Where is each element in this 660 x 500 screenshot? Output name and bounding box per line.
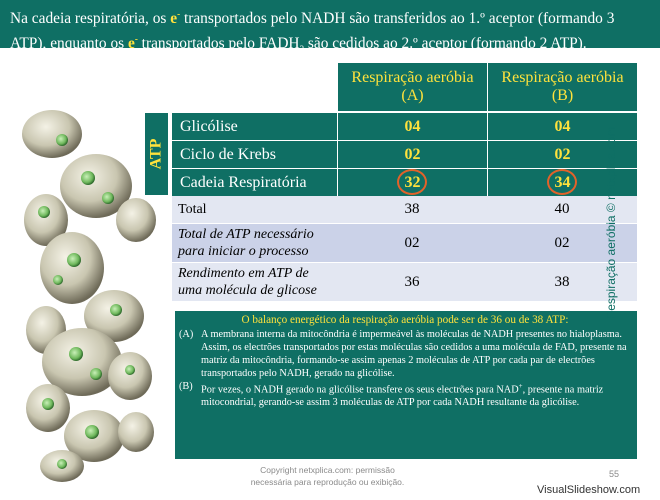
row-label-total: Total <box>172 196 337 223</box>
banner-text-4: são cedidos ao 2.º aceptor (formando 2 A… <box>304 35 587 53</box>
electron-charge-2: - <box>134 34 138 45</box>
note-item-b-text: Por vezes, o NADH gerado na glicólise tr… <box>201 380 631 409</box>
page-number: 55 <box>609 469 620 479</box>
column-header-a-line-2: (A) <box>401 87 424 104</box>
atp-yield-value-b: 38 <box>487 263 637 301</box>
note-item-a: (A) A membrana interna da mitocôndria é … <box>179 328 631 380</box>
atp-needed-value-b: 02 <box>487 224 637 262</box>
glicolise-value-b: 04 <box>487 113 637 140</box>
side-credit: Respiração aeróbia © netxplica.com <box>604 126 618 320</box>
krebs-value-a: 02 <box>337 141 487 168</box>
atp-balance-table: Respiração aeróbia (A) Respiração aeróbi… <box>172 63 637 301</box>
note-item-a-key: (A) <box>179 329 194 340</box>
banner-text-3: transportados pelo FADH <box>137 35 300 53</box>
note-item-b: (B) Por vezes, o NADH gerado na glicólis… <box>179 380 631 409</box>
column-header-b-line-1: Respiração aeróbia <box>501 69 624 86</box>
note-item-b-text-2: , presente na matriz mitocondrial, geran… <box>201 384 604 409</box>
krebs-value-b: 02 <box>487 141 637 168</box>
nad-charge: + <box>518 382 523 390</box>
row-label-glicolise: Glicólise <box>172 113 337 140</box>
note-title: O balanço energético da respiração aerób… <box>241 314 569 326</box>
atp-yield-value-a: 36 <box>337 263 487 301</box>
glicolise-value-a: 04 <box>337 113 487 140</box>
highlight-ring-a <box>397 169 427 195</box>
banner-text-2: transportados pelo NADH são transferidos… <box>10 10 615 53</box>
watermark: VisualSlideshow.com <box>537 484 641 496</box>
highlight-ring-b <box>547 169 577 195</box>
copyright-line-1: Copyright netxplica.com: permissão <box>260 465 395 475</box>
table-divider <box>172 140 637 141</box>
electron-symbol-1: e <box>170 10 178 28</box>
total-value-b: 40 <box>487 196 637 223</box>
total-value-a: 38 <box>337 196 487 223</box>
fadh-subscript: 2 <box>299 44 305 55</box>
column-header-a-line-1: Respiração aeróbia <box>351 69 474 86</box>
atp-needed-value-a: 02 <box>337 224 487 262</box>
atp-needed-label-line-2: para iniciar o processo <box>178 244 309 259</box>
note-item-a-text: A membrana interna da mitocôndria é impe… <box>201 329 627 379</box>
table-divider <box>172 262 637 263</box>
row-label-atp-yield: Rendimento em ATP de uma molécula de gli… <box>172 263 337 301</box>
note-item-b-key: (B) <box>179 381 193 392</box>
atp-yield-label-line-2: uma molécula de glicose <box>178 283 317 298</box>
header-banner: Na cadeia respiratória, os e- transporta… <box>0 0 660 54</box>
table-divider <box>172 223 637 224</box>
copyright-notice: Copyright netxplica.com: permissão neces… <box>225 464 430 488</box>
table-divider <box>172 112 637 113</box>
atp-needed-label-line-1: Total de ATP necessário <box>178 227 314 242</box>
row-label-cadeia-respiratoria: Cadeia Respiratória <box>172 169 337 196</box>
electron-charge-1: - <box>177 9 181 19</box>
atp-yield-label-line-1: Rendimento em ATP de <box>178 266 309 281</box>
energy-balance-note: O balanço energético da respiração aerób… <box>175 311 637 459</box>
yeast-cells-illustration <box>22 110 156 482</box>
copyright-line-2: necessária para reprodução ou exibição. <box>250 477 405 487</box>
column-header-b-line-2: (B) <box>551 87 574 104</box>
column-header-a: Respiração aeróbia (A) <box>337 63 487 111</box>
atp-side-label: ATP <box>145 113 168 195</box>
row-label-atp-needed: Total de ATP necessário para iniciar o p… <box>172 224 337 262</box>
note-item-b-text-1: Por vezes, o NADH gerado na glicólise tr… <box>201 384 519 396</box>
electron-symbol-2: e <box>127 35 135 53</box>
row-label-ciclo-krebs: Ciclo de Krebs <box>172 141 337 168</box>
table-divider <box>172 168 637 169</box>
atp-side-label-text: ATP <box>147 138 165 170</box>
column-header-b: Respiração aeróbia (B) <box>487 63 637 111</box>
banner-text-1: Na cadeia respiratória, os <box>10 10 171 28</box>
